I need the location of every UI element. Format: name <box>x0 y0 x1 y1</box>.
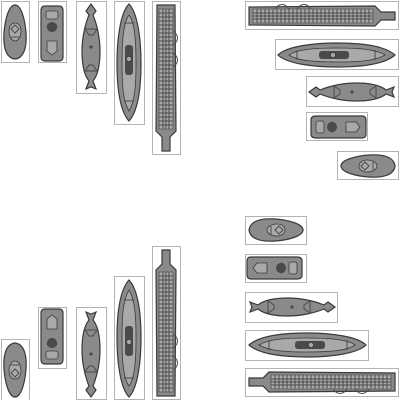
ship-cruiser-horizontal-right[interactable] <box>244 329 370 362</box>
ship-carrier-vertical-up[interactable] <box>151 0 182 156</box>
ship-patrol-horizontal-right[interactable] <box>244 253 308 284</box>
ship-carrier-horizontal-right[interactable] <box>244 367 400 398</box>
ship-cruiser-vertical-down[interactable] <box>113 275 146 400</box>
ship-submarine-horizontal-left[interactable] <box>305 75 400 108</box>
ship-scout-horizontal-left[interactable] <box>336 150 400 181</box>
ship-cruiser-horizontal-left[interactable] <box>274 38 400 71</box>
ship-scout-horizontal-right[interactable] <box>244 215 308 246</box>
ship-submarine-horizontal-right[interactable] <box>244 291 339 324</box>
ship-carrier-horizontal-left[interactable] <box>244 0 400 31</box>
ship-submarine-vertical-down[interactable] <box>75 306 108 400</box>
ship-scout-vertical-up[interactable] <box>0 0 31 64</box>
ship-patrol-vertical-down[interactable] <box>37 306 68 370</box>
ship-patrol-horizontal-left[interactable] <box>305 111 369 142</box>
ship-carrier-vertical-down[interactable] <box>151 245 182 400</box>
ship-patrol-vertical-up[interactable] <box>37 0 68 64</box>
ship-cruiser-vertical-up[interactable] <box>113 0 146 126</box>
ship-scout-vertical-down[interactable] <box>0 338 31 400</box>
ship-submarine-vertical-up[interactable] <box>75 0 108 95</box>
group-bottom-left-vertical <box>0 245 182 400</box>
group-top-right-horizontal <box>244 0 400 181</box>
group-top-left-vertical <box>0 0 182 156</box>
group-bottom-right-horizontal <box>244 215 400 398</box>
